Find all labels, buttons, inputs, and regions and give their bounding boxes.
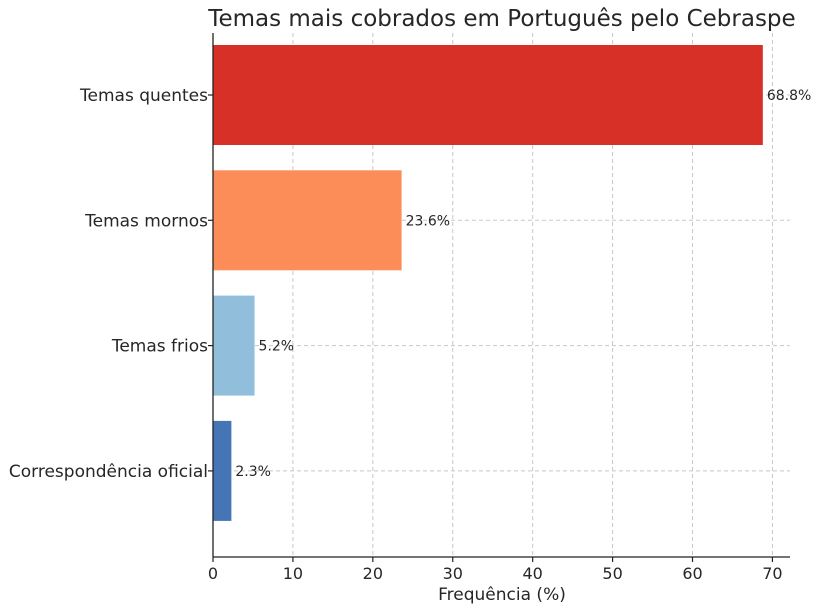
bar-2 [213,295,255,396]
bar-value-label: 68.8% [767,88,811,104]
x-tick-label: 20 [363,564,383,583]
labels: 0 10 20 30 40 50 60 70 Temas quentes 68.8% Temas m… [9,86,811,583]
axes [208,33,790,562]
bar-value-label: 5.2% [259,339,295,355]
x-axis-title: Frequência (%) [438,585,566,605]
category-label: Temas frios [111,337,208,357]
x-tick-label: 60 [682,564,702,583]
bars [213,45,763,521]
x-tick-label: 40 [522,564,542,583]
x-tick-label: 50 [602,564,622,583]
chart-title: Temas mais cobrados em Português pelo Ce… [207,6,795,32]
x-tick-label: 70 [762,564,782,583]
bar-value-label: 2.3% [235,464,271,480]
x-tick-label: 10 [283,564,303,583]
category-label: Correspondência oficial [9,462,208,482]
bar-3 [213,420,232,521]
bar-1 [213,170,402,271]
category-label: Temas mornos [84,211,208,231]
x-tick-label: 30 [443,564,463,583]
bar-0 [213,45,763,145]
category-label: Temas quentes [79,86,208,106]
bar-value-label: 23.6% [406,213,450,229]
x-tick-label: 0 [208,564,218,583]
